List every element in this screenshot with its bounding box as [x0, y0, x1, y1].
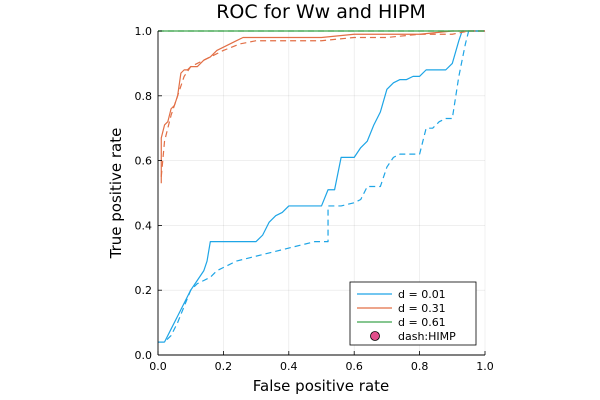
legend-label: d = 0.31 — [398, 302, 446, 315]
x-tick-label: 0.8 — [411, 360, 429, 373]
y-tick-label: 1.0 — [135, 25, 153, 38]
x-axis-title: False positive rate — [253, 377, 390, 395]
legend-label: dash:HIMP — [398, 330, 456, 343]
legend-label: d = 0.61 — [398, 316, 446, 329]
roc-curve-solid-0 — [158, 30, 485, 343]
x-tick-label: 0.0 — [149, 360, 167, 373]
legend-label: d = 0.01 — [398, 288, 446, 301]
y-tick-label: 0.8 — [135, 90, 153, 103]
series-layer — [158, 30, 485, 343]
roc-curve-dashed-1 — [160, 30, 485, 177]
y-axis-title: True positive rate — [107, 128, 125, 260]
x-tick-label: 0.4 — [280, 360, 298, 373]
legend-marker — [370, 331, 380, 341]
x-tick-label: 0.6 — [345, 360, 363, 373]
x-tick-label: 0.2 — [215, 360, 233, 373]
y-tick-label: 0.4 — [135, 219, 153, 232]
chart-title: ROC for Ww and HIPM — [216, 1, 426, 23]
x-tick-label: 1.0 — [476, 360, 494, 373]
roc-curve-solid-1 — [160, 30, 485, 184]
axes-layer: 0.0 0.2 0.4 0.6 0.8 1.0 0.0 0.2 0.4 0.6 0.8 1.0 — [135, 25, 494, 373]
roc-curve-dashed-0 — [158, 30, 485, 343]
y-tick-label: 0.0 — [135, 349, 153, 362]
y-tick-label: 0.6 — [135, 155, 153, 168]
y-tick-label: 0.2 — [135, 284, 153, 297]
